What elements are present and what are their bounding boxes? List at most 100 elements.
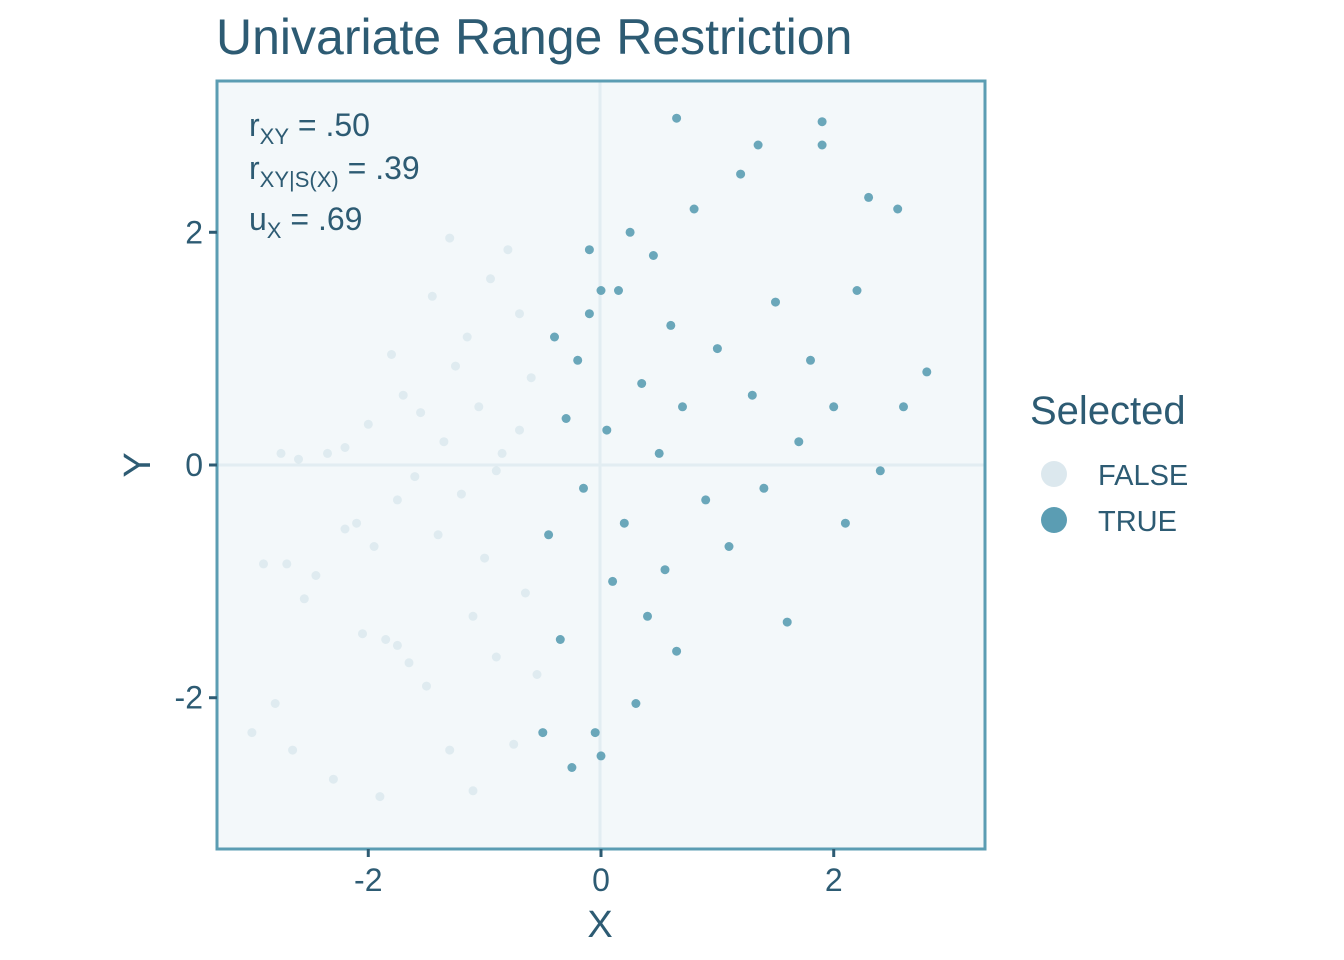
- point-true: [614, 286, 623, 295]
- point-false: [270, 699, 280, 708]
- point-true: [864, 192, 874, 202]
- point-true: [852, 286, 862, 295]
- annotation-r-xy-restricted: rXY|S(X) = .39: [249, 150, 420, 192]
- point-true: [893, 204, 903, 214]
- point-true: [643, 611, 652, 621]
- x-axis-label: X: [587, 904, 612, 946]
- legend-label-true: TRUE: [1098, 506, 1177, 538]
- point-false: [451, 361, 460, 371]
- point-true: [817, 140, 827, 150]
- point-true: [590, 728, 600, 738]
- point-false: [404, 658, 414, 668]
- point-true: [625, 227, 635, 237]
- point-false: [392, 495, 402, 505]
- point-false: [491, 466, 501, 476]
- point-false: [416, 408, 426, 418]
- point-false: [294, 454, 303, 464]
- point-false: [456, 489, 466, 499]
- point-false: [526, 373, 536, 383]
- scatter-points: [247, 113, 932, 802]
- point-true: [736, 169, 746, 179]
- point-true: [555, 635, 565, 644]
- series-true: [538, 113, 932, 772]
- point-true: [759, 483, 769, 493]
- point-false: [276, 448, 286, 458]
- point-true: [637, 379, 647, 388]
- point-false: [323, 448, 332, 458]
- annotation-r-xy: rXY = .50: [249, 107, 370, 149]
- point-true: [544, 530, 554, 540]
- point-false: [503, 245, 513, 255]
- point-true: [794, 437, 804, 447]
- point-true: [771, 297, 780, 307]
- point-true: [899, 402, 908, 412]
- x-tick-label: 0: [592, 862, 610, 898]
- point-true: [829, 402, 839, 412]
- point-true: [817, 117, 827, 127]
- point-false: [288, 745, 298, 755]
- point-true: [631, 699, 641, 708]
- point-true: [561, 414, 571, 423]
- point-true: [922, 367, 932, 377]
- point-true: [596, 286, 606, 295]
- point-true: [596, 751, 606, 761]
- point-false: [433, 530, 443, 540]
- point-false: [497, 448, 507, 458]
- legend-key-false: [1041, 461, 1067, 487]
- point-true: [724, 542, 734, 551]
- point-false: [340, 443, 350, 452]
- point-true: [602, 425, 612, 435]
- point-true: [689, 204, 699, 214]
- point-true: [672, 646, 682, 656]
- point-false: [515, 425, 524, 435]
- point-false: [392, 640, 402, 650]
- point-false: [509, 739, 519, 749]
- point-true: [608, 576, 618, 586]
- point-false: [282, 559, 292, 569]
- point-false: [427, 291, 437, 301]
- point-false: [311, 571, 321, 580]
- point-false: [358, 629, 367, 639]
- point-true: [701, 495, 711, 505]
- point-false: [369, 542, 379, 551]
- point-true: [579, 483, 588, 493]
- point-false: [398, 390, 408, 400]
- point-true: [584, 309, 594, 319]
- y-axis: -2 0 2: [175, 214, 217, 716]
- point-true: [584, 245, 594, 255]
- point-false: [445, 233, 455, 243]
- y-tick-label: -2: [175, 680, 203, 716]
- legend: Selected FALSE TRUE: [1030, 389, 1188, 538]
- point-true: [747, 390, 757, 400]
- point-false: [462, 332, 472, 342]
- y-axis-label: Y: [117, 452, 159, 477]
- legend-key-true: [1041, 507, 1067, 533]
- point-false: [363, 419, 373, 429]
- point-false: [375, 792, 385, 802]
- point-false: [299, 594, 309, 604]
- point-true: [619, 518, 629, 528]
- point-true: [678, 402, 687, 412]
- point-false: [352, 518, 362, 528]
- legend-title: Selected: [1030, 389, 1186, 433]
- point-true: [654, 448, 664, 458]
- point-false: [410, 472, 420, 482]
- point-true: [840, 518, 850, 528]
- point-false: [491, 652, 501, 662]
- x-tick-label: 2: [825, 862, 843, 898]
- point-true: [550, 332, 559, 342]
- point-true: [567, 763, 577, 772]
- point-true: [660, 565, 670, 575]
- point-false: [445, 745, 455, 755]
- point-false: [474, 402, 484, 412]
- point-true: [666, 320, 676, 330]
- point-false: [381, 635, 391, 644]
- point-true: [782, 617, 792, 627]
- annotation-u-x: uX = .69: [249, 201, 362, 243]
- point-false: [532, 670, 542, 679]
- point-false: [340, 524, 350, 534]
- point-false: [520, 588, 530, 598]
- y-tick-label: 2: [185, 214, 203, 250]
- point-false: [247, 728, 257, 738]
